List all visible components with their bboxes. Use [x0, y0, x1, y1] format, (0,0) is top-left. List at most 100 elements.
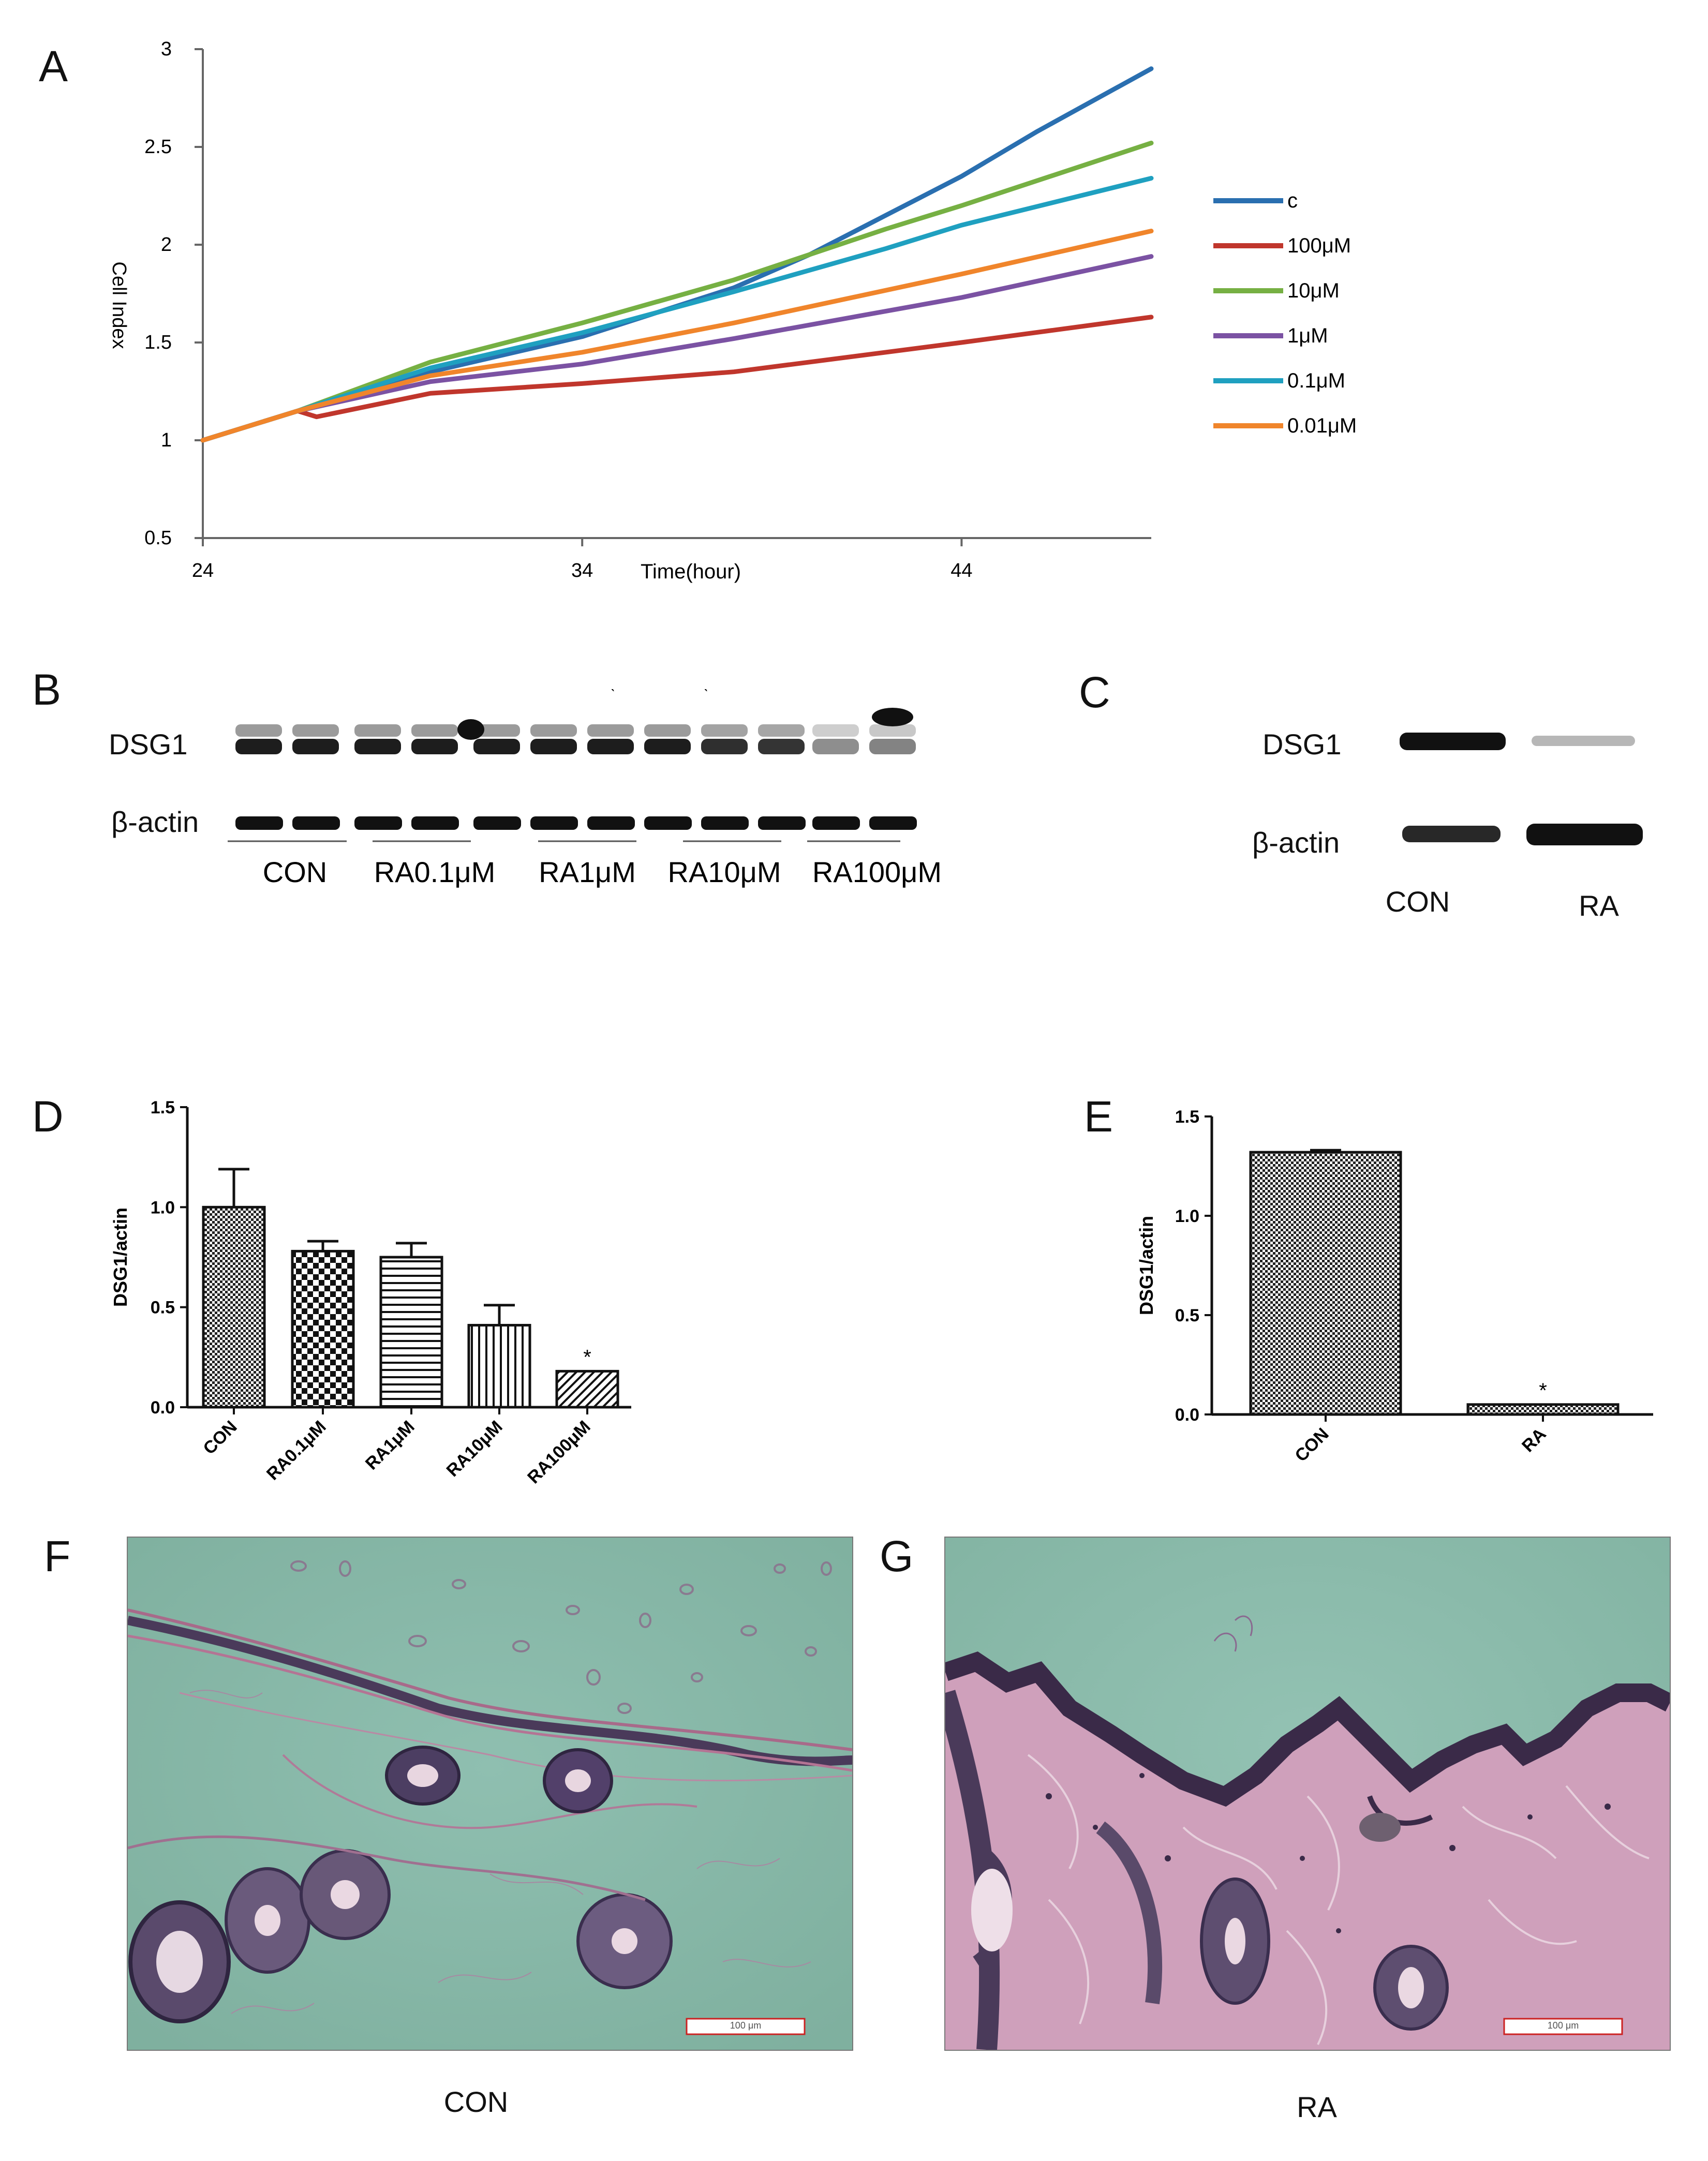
- y-tick-label: 1.5: [144, 332, 172, 353]
- actin-band: [644, 816, 692, 830]
- blot-c-actin-label: β-actin: [1252, 826, 1340, 859]
- x-tick-label: 44: [950, 560, 972, 582]
- actin-band: [354, 816, 402, 830]
- bar-RA100μM: [555, 1369, 619, 1409]
- blot-b-group-label: RA0.1μM: [374, 856, 496, 888]
- blot-b-group-label: RA10μM: [668, 856, 781, 888]
- bar-CON: [1249, 1151, 1402, 1416]
- y-tick-label: 2: [161, 234, 172, 256]
- dsg1-upper-band: [812, 724, 859, 737]
- blot-b-dsg1-label: DSG1: [109, 728, 188, 761]
- dsg1-band: [758, 739, 805, 754]
- actin-band-con: [1402, 826, 1501, 842]
- series-line-1: [200, 66, 1154, 443]
- dsg1-upper-band: [530, 724, 577, 737]
- actin-band: [473, 816, 521, 830]
- x-tick-label: 24: [192, 560, 214, 582]
- scale-bar-g: 100 μm: [1547, 2020, 1579, 2031]
- x-tick-label: CON: [199, 1417, 241, 1458]
- x-tick-label: CON: [1291, 1424, 1332, 1466]
- y-tick-label: 1.5: [151, 1098, 175, 1117]
- dsg1-upper-band: [758, 724, 805, 737]
- bar-RA: [1466, 1403, 1620, 1416]
- y-tick-label: 0.0: [151, 1398, 175, 1418]
- micrograph-g-caption: RA: [1297, 2091, 1337, 2123]
- blot-mark: ˎ: [704, 675, 709, 692]
- dsg1-artifact: [457, 719, 484, 740]
- bar-RA10μM: [467, 1323, 531, 1409]
- actin-band: [758, 816, 806, 830]
- dsg1-upper-band: [701, 724, 748, 737]
- panel-label-e: E: [1084, 1092, 1113, 1141]
- y-axis-title: DSG1/actin: [110, 1208, 131, 1307]
- panel-label-f: F: [44, 1532, 71, 1581]
- dsg1-band: [644, 739, 691, 754]
- actin-band: [411, 816, 459, 830]
- cell-index-line-chart: 0.5 1 1.5 2 2.5 3 24 34 44 Time(hour) Cell Index c 1…: [108, 38, 1357, 583]
- legend-label-3: 10μM: [1287, 279, 1340, 302]
- dsg1-band: [530, 739, 577, 754]
- x-tick-label: RA1μM: [362, 1417, 419, 1474]
- y-tick-label: 3: [161, 38, 172, 60]
- dsg1-upper-band: [869, 724, 916, 737]
- significance-mark: *: [1539, 1379, 1547, 1402]
- y-tick-label: 1.5: [1175, 1107, 1199, 1127]
- dsg1-band: [473, 739, 520, 754]
- actin-band: [530, 816, 578, 830]
- actin-band: [587, 816, 635, 830]
- y-tick-label: 1: [161, 429, 172, 451]
- dsg1-band: [292, 739, 339, 754]
- dsg1-upper-band: [235, 724, 282, 737]
- western-blot-b: ˎ ˎ CON RA0.1μM RA1μM RA10μM RA100μM: [228, 675, 942, 888]
- panel-label-g: G: [880, 1532, 914, 1581]
- actin-band: [701, 816, 749, 830]
- dsg1-band-con: [1400, 733, 1506, 750]
- dsg1-band: [812, 739, 859, 754]
- series-line-6: [200, 229, 1154, 443]
- blot-b-group-label: CON: [263, 856, 327, 888]
- legend-label-4: 1μM: [1287, 324, 1328, 347]
- x-tick-label: RA10μM: [443, 1417, 507, 1481]
- x-tick-label: RA0.1μM: [263, 1417, 330, 1484]
- legend-label-5: 0.1μM: [1287, 369, 1345, 392]
- panel-label-a: A: [39, 42, 68, 91]
- dsg1-upper-band: [587, 724, 634, 737]
- y-tick-label: 1.0: [1175, 1206, 1199, 1226]
- scale-bar-f: 100 μm: [730, 2020, 762, 2031]
- panel-label-d: D: [32, 1092, 64, 1141]
- dsg1-upper-band: [411, 724, 458, 737]
- blot-c-con-label: CON: [1385, 885, 1450, 918]
- micrograph-ra: 100 μm: [944, 1537, 1671, 2051]
- micrograph-con: 100 μm: [127, 1537, 853, 2051]
- y-tick-label: 0.5: [1175, 1306, 1199, 1325]
- micrograph-f-caption: CON: [443, 2085, 509, 2118]
- dsg1-artifact: [872, 708, 913, 726]
- dsg1-band: [235, 739, 282, 754]
- blot-c-dsg1-label: DSG1: [1263, 728, 1342, 761]
- y-axis-title: DSG1/actin: [1136, 1216, 1157, 1315]
- legend-label-6: 0.01μM: [1287, 414, 1357, 437]
- bar-RA1μM: [379, 1256, 443, 1409]
- panel-label-c: C: [1079, 668, 1110, 717]
- x-axis-title: Time(hour): [641, 560, 741, 583]
- panel-label-b: B: [32, 665, 62, 714]
- x-tick-label: RA100μM: [524, 1417, 594, 1487]
- actin-band: [869, 816, 917, 830]
- y-tick-label: 2.5: [144, 136, 172, 158]
- dsg1-bar-chart-e: 0.0 0.5 1.0 1.5 DSG1/actin CON RA *: [1136, 1107, 1653, 1466]
- blot-b-actin-label: β-actin: [111, 806, 199, 838]
- dsg1-upper-band: [354, 724, 401, 737]
- dsg1-upper-band: [644, 724, 691, 737]
- bar-RA0.1μM: [291, 1249, 355, 1409]
- dsg1-upper-band: [473, 724, 520, 737]
- dsg1-band: [354, 739, 401, 754]
- dsg1-band: [869, 739, 916, 754]
- actin-band: [235, 816, 283, 830]
- blot-mark: ˎ: [611, 675, 616, 692]
- y-tick-label: 0.5: [151, 1298, 175, 1318]
- dsg1-upper-band: [292, 724, 339, 737]
- dsg1-band: [411, 739, 458, 754]
- blot-c-ra-label: RA: [1579, 889, 1619, 922]
- x-tick-label: 34: [571, 560, 593, 582]
- x-tick-label: RA: [1518, 1424, 1550, 1456]
